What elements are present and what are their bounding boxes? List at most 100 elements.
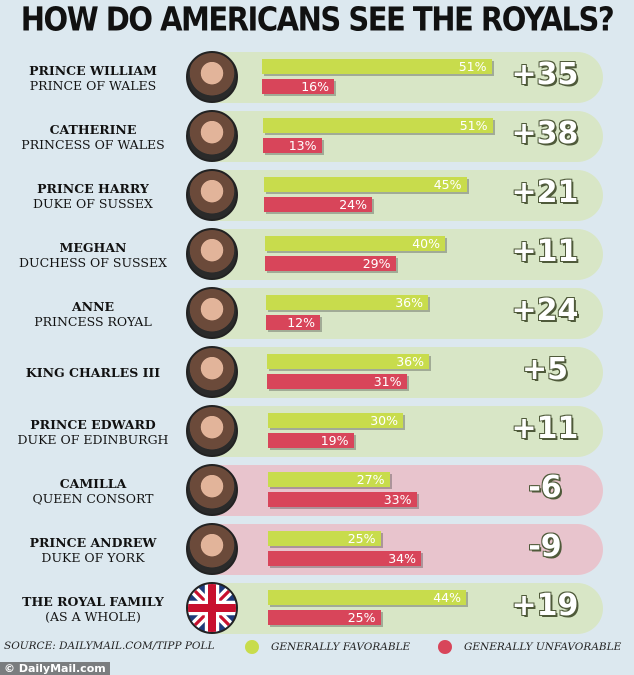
net-score: +11 xyxy=(511,411,579,446)
row-label: PRINCE ANDREW DUKE OF YORK xyxy=(0,520,186,579)
royal-name: PRINCE HARRY xyxy=(37,180,149,196)
chart-row: KING CHARLES III 36% 31% +5 xyxy=(0,343,634,402)
chart-row: PRINCE WILLIAM PRINCE OF WALES 51% 16% +… xyxy=(0,48,634,107)
chart-row: PRINCE HARRY DUKE OF SUSSEX 45% 24% +21 xyxy=(0,166,634,225)
royal-name: CATHERINE xyxy=(49,121,137,137)
row-label: CATHERINE PRINCESS OF WALES xyxy=(0,107,186,166)
favorable-value: 30% xyxy=(370,413,398,428)
royal-title: DUKE OF YORK xyxy=(41,549,145,565)
row-label: CAMILLA QUEEN CONSORT xyxy=(0,461,186,520)
royal-name: KING CHARLES III xyxy=(25,365,161,380)
favorable-value: 40% xyxy=(412,236,440,251)
unfavorable-value: 25% xyxy=(347,610,376,625)
bar-unfavorable: 19% xyxy=(268,433,354,448)
legend-dot-unfavorable xyxy=(438,640,452,654)
bar-unfavorable: 31% xyxy=(267,374,407,389)
favorable-value: 27% xyxy=(356,472,385,487)
bar-favorable: 36% xyxy=(267,354,429,369)
royal-name: ANNE xyxy=(71,298,115,314)
net-score: -9 xyxy=(528,529,562,564)
favorable-value: 25% xyxy=(347,531,376,546)
portrait-photo xyxy=(186,228,238,280)
unfavorable-value: 24% xyxy=(339,197,367,212)
favorable-value: 51% xyxy=(459,118,488,133)
royal-name: MEGHAN xyxy=(59,239,127,255)
bar-favorable: 45% xyxy=(264,177,467,192)
royal-name: CAMILLA xyxy=(59,475,127,491)
union-jack-graphic xyxy=(188,584,236,632)
bar-unfavorable: 13% xyxy=(263,138,322,153)
source-text: SOURCE: DAILYMAIL.COM/TIPP POLL xyxy=(4,640,215,652)
favorable-value: 36% xyxy=(396,354,424,369)
chart-row: PRINCE ANDREW DUKE OF YORK 25% 34% -9 xyxy=(0,520,634,579)
unfavorable-value: 34% xyxy=(388,551,416,566)
net-score: +21 xyxy=(511,175,579,210)
chart-row: PRINCE EDWARD DUKE OF EDINBURGH 30% 19% … xyxy=(0,402,634,461)
unfavorable-value: 13% xyxy=(288,138,317,153)
row-label: ANNE PRINCESS ROYAL xyxy=(0,284,186,343)
favorable-value: 45% xyxy=(433,177,462,192)
portrait-photo xyxy=(186,405,238,457)
chart-title: HOW DO AMERICANS SEE THE ROYALS? xyxy=(20,0,615,39)
royal-name: THE ROYAL FAMILY xyxy=(22,593,164,609)
royal-title: PRINCESS OF WALES xyxy=(21,136,165,152)
bar-favorable: 25% xyxy=(268,531,381,546)
bar-favorable: 44% xyxy=(268,590,466,605)
legend-label: GENERALLY FAVORABLE xyxy=(271,640,411,653)
bar-unfavorable: 29% xyxy=(265,256,396,271)
row-label: THE ROYAL FAMILY (AS A WHOLE) xyxy=(0,579,186,638)
portrait-photo xyxy=(186,464,238,516)
portrait-photo xyxy=(186,523,238,575)
net-score: +19 xyxy=(511,588,579,623)
net-score: +24 xyxy=(511,293,579,328)
unfavorable-value: 29% xyxy=(362,256,391,271)
row-label: PRINCE HARRY DUKE OF SUSSEX xyxy=(0,166,186,225)
chart-row: MEGHAN DUCHESS OF SUSSEX 40% 29% +11 xyxy=(0,225,634,284)
royal-name: PRINCE EDWARD xyxy=(30,416,156,432)
row-label: KING CHARLES III xyxy=(0,343,186,402)
bar-favorable: 30% xyxy=(268,413,403,428)
unfavorable-value: 33% xyxy=(383,492,412,507)
unfavorable-value: 31% xyxy=(373,374,402,389)
row-background xyxy=(190,465,603,516)
royal-name: PRINCE ANDREW xyxy=(29,534,157,550)
portrait-photo xyxy=(186,287,238,339)
row-label: PRINCE WILLIAM PRINCE OF WALES xyxy=(0,48,186,107)
favorable-value: 44% xyxy=(433,590,461,605)
chart-row: CAMILLA QUEEN CONSORT 27% 33% -6 xyxy=(0,461,634,520)
union-jack-icon xyxy=(186,582,238,634)
bar-favorable: 40% xyxy=(265,236,445,251)
royal-title: PRINCE OF WALES xyxy=(29,77,157,93)
bar-unfavorable: 25% xyxy=(268,610,381,625)
royal-title: DUKE OF EDINBURGH xyxy=(17,431,169,447)
bar-unfavorable: 34% xyxy=(268,551,421,566)
bar-favorable: 51% xyxy=(263,118,493,133)
bar-favorable: 27% xyxy=(268,472,390,487)
bar-unfavorable: 12% xyxy=(266,315,320,330)
royal-title: (AS A WHOLE) xyxy=(45,608,141,624)
legend-unfavorable: GENERALLY UNFAVORABLE xyxy=(438,640,621,654)
chart-row: THE ROYAL FAMILY (AS A WHOLE) 44% 25% +1… xyxy=(0,579,634,638)
chart-row: ANNE PRINCESS ROYAL 36% 12% +24 xyxy=(0,284,634,343)
bar-unfavorable: 16% xyxy=(262,79,334,94)
portrait-photo xyxy=(186,110,238,162)
royal-title: DUCHESS OF SUSSEX xyxy=(19,254,167,270)
favorable-value: 36% xyxy=(395,295,423,310)
footer: SOURCE: DAILYMAIL.COM/TIPP POLL GENERALL… xyxy=(0,636,634,675)
row-label: PRINCE EDWARD DUKE OF EDINBURGH xyxy=(0,402,186,461)
net-score: +35 xyxy=(511,57,579,92)
unfavorable-value: 16% xyxy=(301,79,329,94)
net-score: +38 xyxy=(511,116,579,151)
legend-favorable: GENERALLY FAVORABLE xyxy=(245,640,410,654)
legend-label: GENERALLY UNFAVORABLE xyxy=(464,640,622,653)
royal-title: DUKE OF SUSSEX xyxy=(33,195,153,211)
royal-title: PRINCESS ROYAL xyxy=(34,313,152,329)
royal-title: QUEEN CONSORT xyxy=(32,490,154,506)
portrait-photo xyxy=(186,346,238,398)
net-score: -6 xyxy=(528,470,562,505)
royal-name: PRINCE WILLIAM xyxy=(29,62,157,78)
row-label: MEGHAN DUCHESS OF SUSSEX xyxy=(0,225,186,284)
bar-unfavorable: 33% xyxy=(268,492,417,507)
bar-unfavorable: 24% xyxy=(264,197,372,212)
